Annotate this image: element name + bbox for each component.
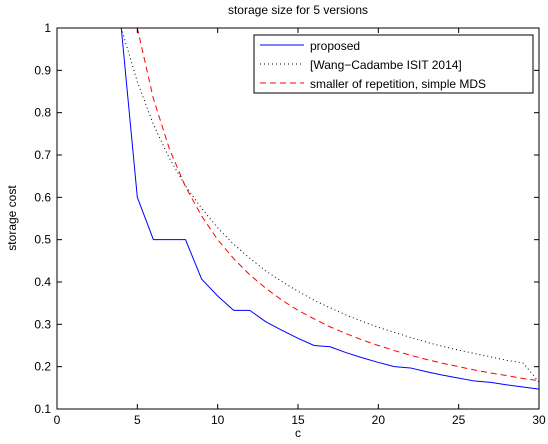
y-tick-label: 0.1 <box>34 402 51 416</box>
legend-label-proposed: proposed <box>310 39 360 53</box>
y-tick-label: 1 <box>44 21 51 35</box>
x-axis-label: c <box>295 426 301 440</box>
y-tick-label: 0.2 <box>34 360 51 374</box>
y-tick-label: 0.9 <box>34 63 51 77</box>
x-tick-label: 30 <box>532 413 546 427</box>
y-tick-label: 0.7 <box>34 148 51 162</box>
y-tick-label: 0.3 <box>34 317 51 331</box>
y-tick-label: 0.6 <box>34 190 51 204</box>
x-tick-label: 25 <box>452 413 466 427</box>
legend-label-wang-cadambe: [Wang−Cadambe ISIT 2014] <box>310 58 462 72</box>
y-tick-label: 0.4 <box>34 275 51 289</box>
x-tick-label: 0 <box>54 413 61 427</box>
series-line-0 <box>57 27 540 390</box>
x-tick-label: 5 <box>134 413 141 427</box>
chart-title: storage size for 5 versions <box>228 3 368 17</box>
y-axis-label: storage cost <box>5 185 19 251</box>
legend: proposed [Wang−Cadambe ISIT 2014] smalle… <box>253 34 534 94</box>
legend-label-repetition-mds: smaller of repetition, simple MDS <box>310 77 486 91</box>
ticks-layer: 0 5 10 15 20 25 30 0.1 0.2 0.3 0.4 0.5 0.6 0.7 0.8 0.9 1 <box>34 21 546 427</box>
x-tick-label: 15 <box>291 413 305 427</box>
x-tick-label: 20 <box>372 413 386 427</box>
series-line-2 <box>57 27 540 382</box>
x-tick-label: 10 <box>211 413 225 427</box>
series-layer <box>57 27 540 390</box>
y-tick-label: 0.5 <box>34 233 51 247</box>
y-tick-label: 0.8 <box>34 106 51 120</box>
